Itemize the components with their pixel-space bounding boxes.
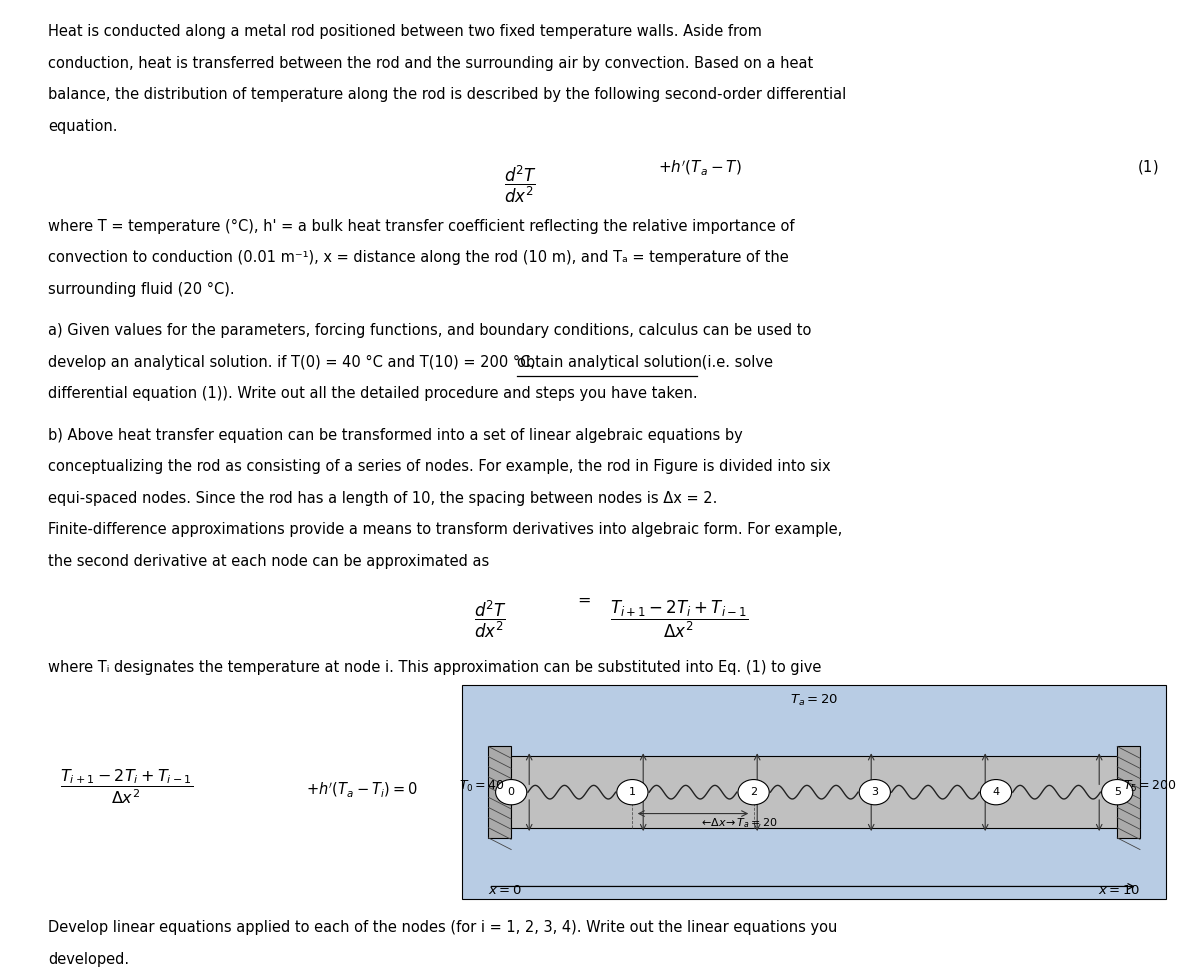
Text: surrounding fluid (20 °C).: surrounding fluid (20 °C). <box>48 282 235 296</box>
Text: developed.: developed. <box>48 952 130 967</box>
Circle shape <box>980 780 1012 805</box>
Text: equation.: equation. <box>48 119 118 134</box>
Text: Develop linear equations applied to each of the nodes (for i = 1, 2, 3, 4). Writ: Develop linear equations applied to each… <box>48 920 838 935</box>
Circle shape <box>859 780 890 805</box>
Text: Finite-difference approximations provide a means to transform derivatives into a: Finite-difference approximations provide… <box>48 522 842 538</box>
Text: $\dfrac{T_{i+1} - 2T_i + T_{i-1}}{\Delta x^2}$: $\dfrac{T_{i+1} - 2T_i + T_{i-1}}{\Delta… <box>610 598 748 640</box>
Text: $\dfrac{d^2T}{dx^2}$: $\dfrac{d^2T}{dx^2}$ <box>474 598 508 640</box>
FancyBboxPatch shape <box>462 685 1166 899</box>
Text: $+ h'(T_a - T_i) = 0$: $+ h'(T_a - T_i) = 0$ <box>306 780 418 799</box>
Text: b) Above heat transfer equation can be transformed into a set of linear algebrai: b) Above heat transfer equation can be t… <box>48 428 743 442</box>
Text: $(1)$: $(1)$ <box>1136 158 1158 177</box>
Text: $\leftarrow\!\Delta x\!\rightarrow T_a = 20$: $\leftarrow\!\Delta x\!\rightarrow T_a =… <box>698 816 778 830</box>
Bar <box>488 746 511 838</box>
Text: $T_0 = 40$: $T_0 = 40$ <box>460 779 505 794</box>
Circle shape <box>1102 780 1133 805</box>
Circle shape <box>738 780 769 805</box>
Text: $T_5 = 200$: $T_5 = 200$ <box>1123 779 1177 794</box>
Text: equi-spaced nodes. Since the rod has a length of 10, the spacing between nodes i: equi-spaced nodes. Since the rod has a l… <box>48 491 718 505</box>
Text: the second derivative at each node can be approximated as: the second derivative at each node can b… <box>48 554 490 569</box>
Text: 2: 2 <box>750 787 757 797</box>
Circle shape <box>496 780 527 805</box>
Text: (i.e. solve: (i.e. solve <box>696 355 773 369</box>
Text: $x = 10$: $x = 10$ <box>1098 885 1140 897</box>
Circle shape <box>617 780 648 805</box>
Text: $+ h'(T_a - T)$: $+ h'(T_a - T)$ <box>658 158 742 178</box>
Text: 0: 0 <box>508 787 515 797</box>
Text: 5: 5 <box>1114 787 1121 797</box>
Text: $\dfrac{T_{i+1} - 2T_i + T_{i-1}}{\Delta x^2}$: $\dfrac{T_{i+1} - 2T_i + T_{i-1}}{\Delta… <box>60 768 193 806</box>
Text: a) Given values for the parameters, forcing functions, and boundary conditions, : a) Given values for the parameters, forc… <box>48 323 811 338</box>
Text: 1: 1 <box>629 787 636 797</box>
Text: $\dfrac{d^2T}{dx^2}$: $\dfrac{d^2T}{dx^2}$ <box>504 163 538 205</box>
Text: obtain analytical solution: obtain analytical solution <box>517 355 702 369</box>
Text: differential equation (1)). Write out all the detailed procedure and steps you h: differential equation (1)). Write out al… <box>48 386 697 401</box>
Text: $=$: $=$ <box>574 591 590 607</box>
Text: $x = 0$: $x = 0$ <box>488 885 522 897</box>
Text: where T = temperature (°C), h' = a bulk heat transfer coefficient reflecting the: where T = temperature (°C), h' = a bulk … <box>48 219 794 233</box>
Bar <box>511 756 1117 828</box>
Text: convection to conduction (0.01 m⁻¹), x = distance along the rod (10 m), and Tₐ =: convection to conduction (0.01 m⁻¹), x =… <box>48 250 788 265</box>
Text: balance, the distribution of temperature along the rod is described by the follo: balance, the distribution of temperature… <box>48 87 846 102</box>
Bar <box>1117 746 1140 838</box>
Text: develop an analytical solution. if T(0) = 40 °C and T(10) = 200 °C,: develop an analytical solution. if T(0) … <box>48 355 540 369</box>
Text: 4: 4 <box>992 787 1000 797</box>
Text: Heat is conducted along a metal rod positioned between two fixed temperature wal: Heat is conducted along a metal rod posi… <box>48 24 762 39</box>
Text: conduction, heat is transferred between the rod and the surrounding air by conve: conduction, heat is transferred between … <box>48 55 814 71</box>
Text: conceptualizing the rod as consisting of a series of nodes. For example, the rod: conceptualizing the rod as consisting of… <box>48 459 830 474</box>
Text: $T_a = 20$: $T_a = 20$ <box>790 693 839 709</box>
Text: 3: 3 <box>871 787 878 797</box>
Text: where Tᵢ designates the temperature at node i. This approximation can be substit: where Tᵢ designates the temperature at n… <box>48 660 821 676</box>
